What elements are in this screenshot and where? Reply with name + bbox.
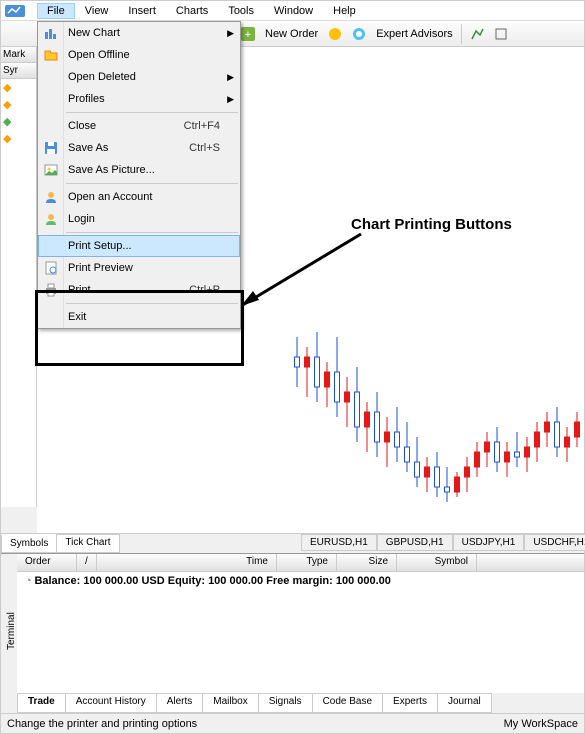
picture-icon [42,161,60,179]
balance-row: ◔ Balance: 100 000.00 USD Equity: 100 00… [17,572,584,590]
menu-item-print-[interactable]: Print...Ctrl+P [38,279,240,301]
bottom-tabs-bar: Symbols Tick Chart EURUSD,H1GBPUSD,H1USD… [1,533,584,553]
menu-item-close[interactable]: CloseCtrl+F4 [38,115,240,137]
symbol-row[interactable]: ◆ [1,79,36,96]
terminal-tab-account-history[interactable]: Account History [65,693,157,713]
menu-item-exit[interactable]: Exit [38,306,240,328]
menu-item-print-setup-[interactable]: Print Setup... [38,235,240,257]
terminal-tab-code-base[interactable]: Code Base [312,693,383,713]
terminal-tab-alerts[interactable]: Alerts [156,693,204,713]
menu-item-save-as-picture-[interactable]: Save As Picture... [38,159,240,181]
terminal-tab-signals[interactable]: Signals [258,693,313,713]
menu-item-open-an-account[interactable]: Open an Account [38,186,240,208]
annotation-label: Chart Printing Buttons [351,216,512,233]
expert-advisors-button[interactable]: Expert Advisors [372,28,456,40]
menu-view[interactable]: View [75,3,119,19]
preview-icon [42,259,60,277]
terminal-header: Order / Time Type Size Symbol [17,554,584,572]
symbol-row[interactable]: ◆ [1,130,36,147]
menu-tools[interactable]: Tools [218,3,264,19]
menu-charts[interactable]: Charts [166,3,218,19]
chart-tab-usdjpyh1[interactable]: USDJPY,H1 [453,534,525,551]
status-right: My WorkSpace [504,718,578,730]
menu-item-login[interactable]: Login [38,208,240,230]
col-sort[interactable]: / [77,554,97,571]
symbol-column-header: Syr [1,63,36,79]
folder-icon [42,46,60,64]
col-symbol[interactable]: Symbol [397,554,477,571]
menu-item-profiles[interactable]: Profiles▶ [38,88,240,110]
expert-advisors-icon[interactable] [348,23,370,45]
file-dropdown: New Chart▶Open OfflineOpen Deleted▶Profi… [37,21,241,329]
market-watch-title: Mark [1,47,36,63]
autotrading-icon[interactable] [324,23,346,45]
terminal-panel: Terminal Order / Time Type Size Symbol ◔… [1,553,584,713]
menu-item-open-deleted[interactable]: Open Deleted▶ [38,66,240,88]
periods-icon[interactable] [490,23,512,45]
printer-icon [42,281,60,299]
terminal-tab-journal[interactable]: Journal [437,693,492,713]
terminal-tab-mailbox[interactable]: Mailbox [202,693,258,713]
symbol-row[interactable]: ◆ [1,113,36,130]
tick-chart-tab[interactable]: Tick Chart [56,534,119,553]
statusbar: Change the printer and printing options … [1,713,584,733]
indicator-icon[interactable] [466,23,488,45]
col-order[interactable]: Order [17,554,77,571]
menu-item-open-offline[interactable]: Open Offline [38,44,240,66]
col-type[interactable]: Type [277,554,337,571]
login-icon [42,210,60,228]
terminal-tab-trade[interactable]: Trade [17,693,66,713]
menu-insert[interactable]: Insert [118,3,166,19]
chart-tab-gbpusdh1[interactable]: GBPUSD,H1 [377,534,453,551]
col-size[interactable]: Size [337,554,397,571]
menu-item-print-preview[interactable]: Print Preview [38,257,240,279]
menu-item-new-chart[interactable]: New Chart▶ [38,22,240,44]
user-icon [42,188,60,206]
menu-file[interactable]: File [37,3,75,19]
app-icon [5,3,29,19]
menu-window[interactable]: Window [264,3,323,19]
menubar: File View Insert Charts Tools Window Hel… [1,1,584,21]
svg-text:+: + [245,29,251,41]
symbols-tab[interactable]: Symbols [1,534,57,553]
disk-icon [42,139,60,157]
menu-item-save-as[interactable]: Save AsCtrl+S [38,137,240,159]
market-watch-panel: Mark Syr ◆ ◆ ◆ ◆ [1,47,37,507]
menu-help[interactable]: Help [323,3,366,19]
annotation-arrow [231,226,371,316]
terminal-tabs: TradeAccount HistoryAlertsMailboxSignals… [17,693,584,713]
new-order-button[interactable]: New Order [261,28,322,40]
status-left: Change the printer and printing options [7,718,197,730]
chart-icon [42,24,60,42]
col-time[interactable]: Time [97,554,277,571]
symbol-row[interactable]: ◆ [1,96,36,113]
terminal-side-label: Terminal [1,554,17,713]
chart-tab-usdchfh1[interactable]: USDCHF,H1 [524,534,585,551]
terminal-tab-experts[interactable]: Experts [382,693,438,713]
chart-tab-eurusdh1[interactable]: EURUSD,H1 [301,534,377,551]
